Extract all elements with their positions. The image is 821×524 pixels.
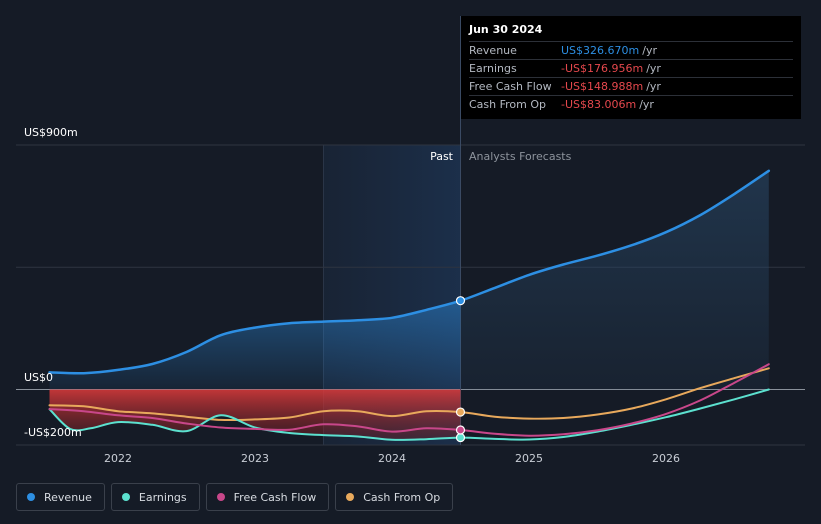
tooltip-row-label: Free Cash Flow (469, 80, 552, 93)
tooltip-date: Jun 30 2024 (469, 23, 543, 36)
tooltip-row: Earnings -US$176.956m/yr (469, 59, 793, 77)
x-tick-label: 2026 (652, 452, 680, 465)
hover-markers (455, 296, 466, 443)
tooltip-row-value: -US$83.006m (561, 98, 637, 111)
past-label: Past (430, 150, 454, 163)
forecast-label: Analysts Forecasts (469, 150, 572, 163)
series-lines (48, 169, 771, 441)
tooltip-row-label: Earnings (469, 62, 517, 75)
marker-cash-from-op (455, 407, 466, 417)
legend-label: Revenue (44, 490, 92, 504)
legend-label: Free Cash Flow (233, 490, 317, 504)
tooltip-row-value: -US$176.956m (561, 62, 644, 75)
legend-item-free-cash-flow[interactable]: Free Cash Flow (205, 483, 330, 511)
y-label-top: US$900m (24, 126, 78, 139)
tooltip-row-unit: /yr (639, 98, 654, 111)
tooltip: Jun 30 2024 Revenue US$326.670m/yr Earning… (461, 16, 801, 119)
marker-revenue (455, 296, 466, 306)
tooltip-row-label: Cash From Op (469, 98, 547, 111)
tooltip-row-label: Revenue (469, 44, 517, 57)
marker-earnings (455, 432, 466, 443)
legend: Revenue Earnings Free Cash Flow Cash From O… (16, 483, 454, 511)
legend-dot-icon (346, 493, 355, 501)
legend-label: Cash From Op (363, 490, 441, 504)
legend-item-revenue[interactable]: Revenue (16, 483, 105, 511)
y-label-zero: US$0 (24, 371, 53, 384)
tooltip-rows: Revenue US$326.670m/yr Earnings -US$176.956… (469, 41, 793, 113)
series-line-revenue (48, 169, 771, 375)
tooltip-row-unit: /yr (646, 80, 661, 93)
tooltip-row-unit: /yr (642, 44, 657, 57)
y-label-bottom: -US$200m (24, 426, 82, 439)
series-line-earnings (48, 388, 770, 441)
x-tick-label: 2023 (241, 452, 269, 465)
legend-dot-icon (27, 493, 35, 501)
tooltip-row: Revenue US$326.670m/yr (469, 41, 793, 59)
legend-dot-icon (216, 493, 225, 501)
legend-dot-icon (121, 493, 130, 501)
legend-item-earnings[interactable]: Earnings (110, 483, 200, 511)
series-line-free-cash-flow (48, 363, 770, 437)
tooltip-row-value: -US$148.988m (561, 80, 644, 93)
legend-item-cash-from-op[interactable]: Cash From Op (335, 483, 454, 511)
tooltip-row-value: US$326.670m (561, 44, 640, 57)
revenue-area-past (49, 300, 461, 390)
series-line-cash-from-op (48, 367, 770, 422)
legend-label: Earnings (138, 490, 187, 504)
x-tick-label: 2025 (515, 452, 543, 465)
x-tick-label: 2024 (378, 452, 406, 465)
tooltip-row-unit: /yr (646, 62, 661, 75)
tooltip-row: Cash From Op -US$83.006m/yr (469, 95, 793, 113)
marker-free-cash-flow (455, 425, 466, 435)
x-tick-label: 2022 (104, 452, 132, 465)
axis-labels: US$900m US$0 -US$200m Past Analysts Fore… (24, 126, 680, 465)
revenue-area-forecast (460, 170, 769, 390)
tooltip-row: Free Cash Flow -US$148.988m/yr (469, 77, 793, 95)
